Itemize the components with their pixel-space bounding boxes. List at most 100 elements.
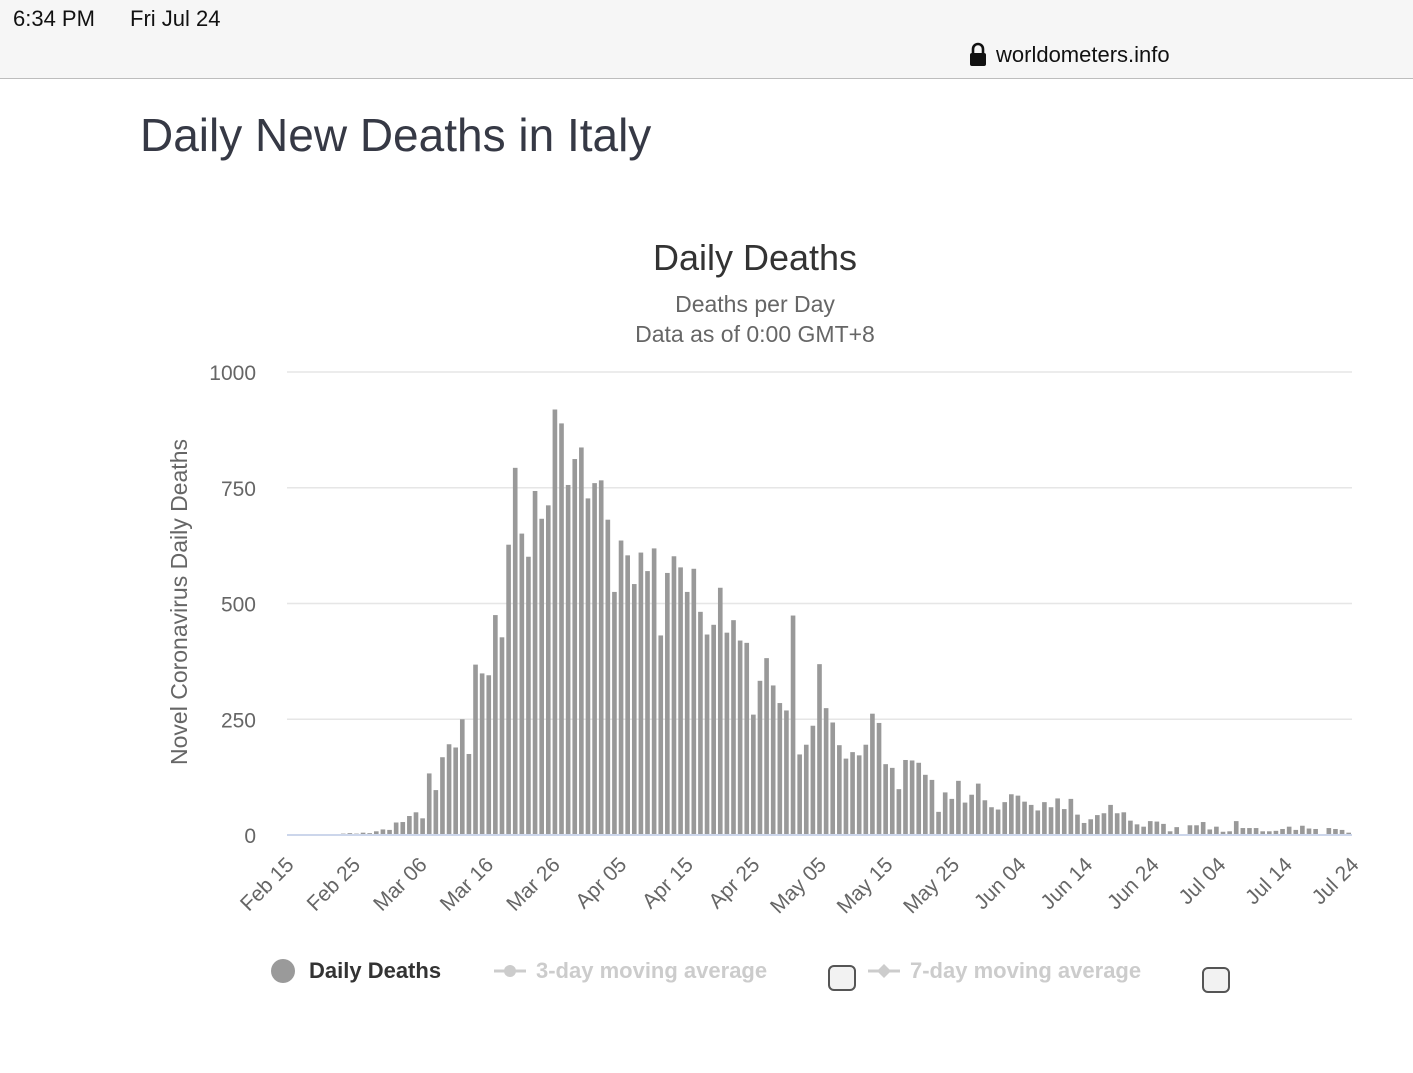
bar[interactable] — [1207, 829, 1213, 835]
legend-daily-deaths[interactable]: Daily Deaths — [271, 953, 441, 989]
bar[interactable] — [532, 490, 538, 835]
bar[interactable] — [373, 831, 379, 835]
bar[interactable] — [407, 816, 412, 835]
bar[interactable] — [784, 710, 789, 835]
bar[interactable] — [473, 664, 478, 835]
bar[interactable] — [1002, 802, 1008, 835]
bar[interactable] — [1273, 830, 1279, 835]
bar[interactable] — [903, 759, 908, 835]
legend-7-day-average[interactable]: 7-day moving average — [868, 953, 1141, 989]
bar[interactable] — [1042, 802, 1047, 835]
bar[interactable] — [962, 802, 968, 835]
bar[interactable] — [929, 779, 935, 835]
bar[interactable] — [684, 591, 690, 835]
bar[interactable] — [512, 467, 518, 835]
legend-3-day-average[interactable]: 3-day moving average — [494, 953, 767, 989]
bar[interactable] — [1280, 828, 1285, 835]
bar[interactable] — [803, 744, 809, 835]
bar[interactable] — [837, 745, 842, 835]
bar[interactable] — [856, 755, 862, 835]
bar[interactable] — [717, 587, 723, 835]
bar[interactable] — [1101, 813, 1107, 835]
bar[interactable] — [1048, 807, 1054, 835]
bar[interactable] — [975, 783, 981, 835]
bar[interactable] — [1147, 821, 1153, 835]
bar[interactable] — [942, 792, 948, 835]
bar[interactable] — [797, 754, 802, 835]
checkbox-3-day-average[interactable] — [828, 965, 856, 991]
bar[interactable] — [526, 556, 531, 835]
bar[interactable] — [711, 624, 716, 835]
bar[interactable] — [678, 567, 683, 835]
bar[interactable] — [770, 685, 776, 835]
bar[interactable] — [420, 818, 425, 835]
bar[interactable] — [466, 753, 472, 835]
bar[interactable] — [433, 790, 439, 835]
bar[interactable] — [1313, 828, 1318, 835]
bar[interactable] — [1326, 828, 1332, 835]
bar[interactable] — [453, 747, 458, 835]
bar[interactable] — [426, 773, 432, 835]
bar[interactable] — [1247, 828, 1252, 835]
bar[interactable] — [565, 484, 571, 835]
bar[interactable] — [539, 518, 544, 835]
bar[interactable] — [585, 498, 591, 835]
bar[interactable] — [1293, 829, 1299, 835]
bar[interactable] — [843, 758, 849, 835]
bar[interactable] — [956, 780, 961, 835]
bar[interactable] — [1035, 810, 1041, 835]
bar[interactable] — [909, 760, 915, 835]
bar[interactable] — [731, 620, 736, 835]
bar[interactable] — [552, 409, 558, 836]
bar[interactable] — [1022, 801, 1027, 835]
bar[interactable] — [949, 798, 955, 835]
bar[interactable] — [1068, 798, 1074, 835]
bar[interactable] — [989, 807, 994, 835]
bar[interactable] — [691, 568, 697, 835]
bar[interactable] — [1134, 824, 1140, 835]
bar[interactable] — [870, 713, 875, 835]
bar[interactable] — [1161, 823, 1166, 835]
bar[interactable] — [1267, 831, 1272, 835]
toggle-3-day-average[interactable] — [828, 960, 856, 996]
toggle-7-day-average[interactable] — [1202, 962, 1230, 998]
bar[interactable] — [883, 764, 888, 835]
bar[interactable] — [757, 680, 763, 835]
bar[interactable] — [486, 675, 492, 835]
bar[interactable] — [764, 658, 769, 835]
bar[interactable] — [1339, 829, 1345, 835]
bar[interactable] — [493, 615, 498, 835]
bar[interactable] — [916, 762, 922, 835]
bar[interactable] — [658, 635, 664, 835]
bar[interactable] — [400, 822, 406, 835]
bar[interactable] — [572, 459, 578, 835]
bar[interactable] — [969, 794, 974, 835]
bar[interactable] — [1009, 794, 1014, 835]
bar[interactable] — [1114, 813, 1120, 835]
bar[interactable] — [1121, 812, 1127, 835]
bar[interactable] — [896, 789, 902, 835]
bar[interactable] — [1194, 825, 1199, 835]
bar[interactable] — [1233, 821, 1239, 835]
bar[interactable] — [751, 714, 756, 835]
bar[interactable] — [440, 757, 445, 835]
bar[interactable] — [625, 555, 630, 835]
bar[interactable] — [631, 584, 637, 835]
bar[interactable] — [1128, 820, 1133, 835]
bar[interactable] — [393, 822, 399, 836]
bar[interactable] — [1253, 828, 1259, 835]
bar[interactable] — [1214, 826, 1219, 835]
bar[interactable] — [1167, 831, 1173, 835]
bar[interactable] — [387, 829, 392, 835]
bar[interactable] — [1286, 826, 1292, 835]
bar[interactable] — [889, 767, 895, 835]
bar[interactable] — [995, 809, 1001, 835]
bar[interactable] — [936, 811, 941, 835]
bar[interactable] — [1061, 809, 1067, 835]
bar[interactable] — [1260, 831, 1266, 835]
checkbox-7-day-average[interactable] — [1202, 967, 1230, 993]
bar[interactable] — [704, 634, 710, 835]
bar[interactable] — [1174, 827, 1180, 835]
bar[interactable] — [479, 673, 485, 835]
bar[interactable] — [579, 447, 584, 835]
